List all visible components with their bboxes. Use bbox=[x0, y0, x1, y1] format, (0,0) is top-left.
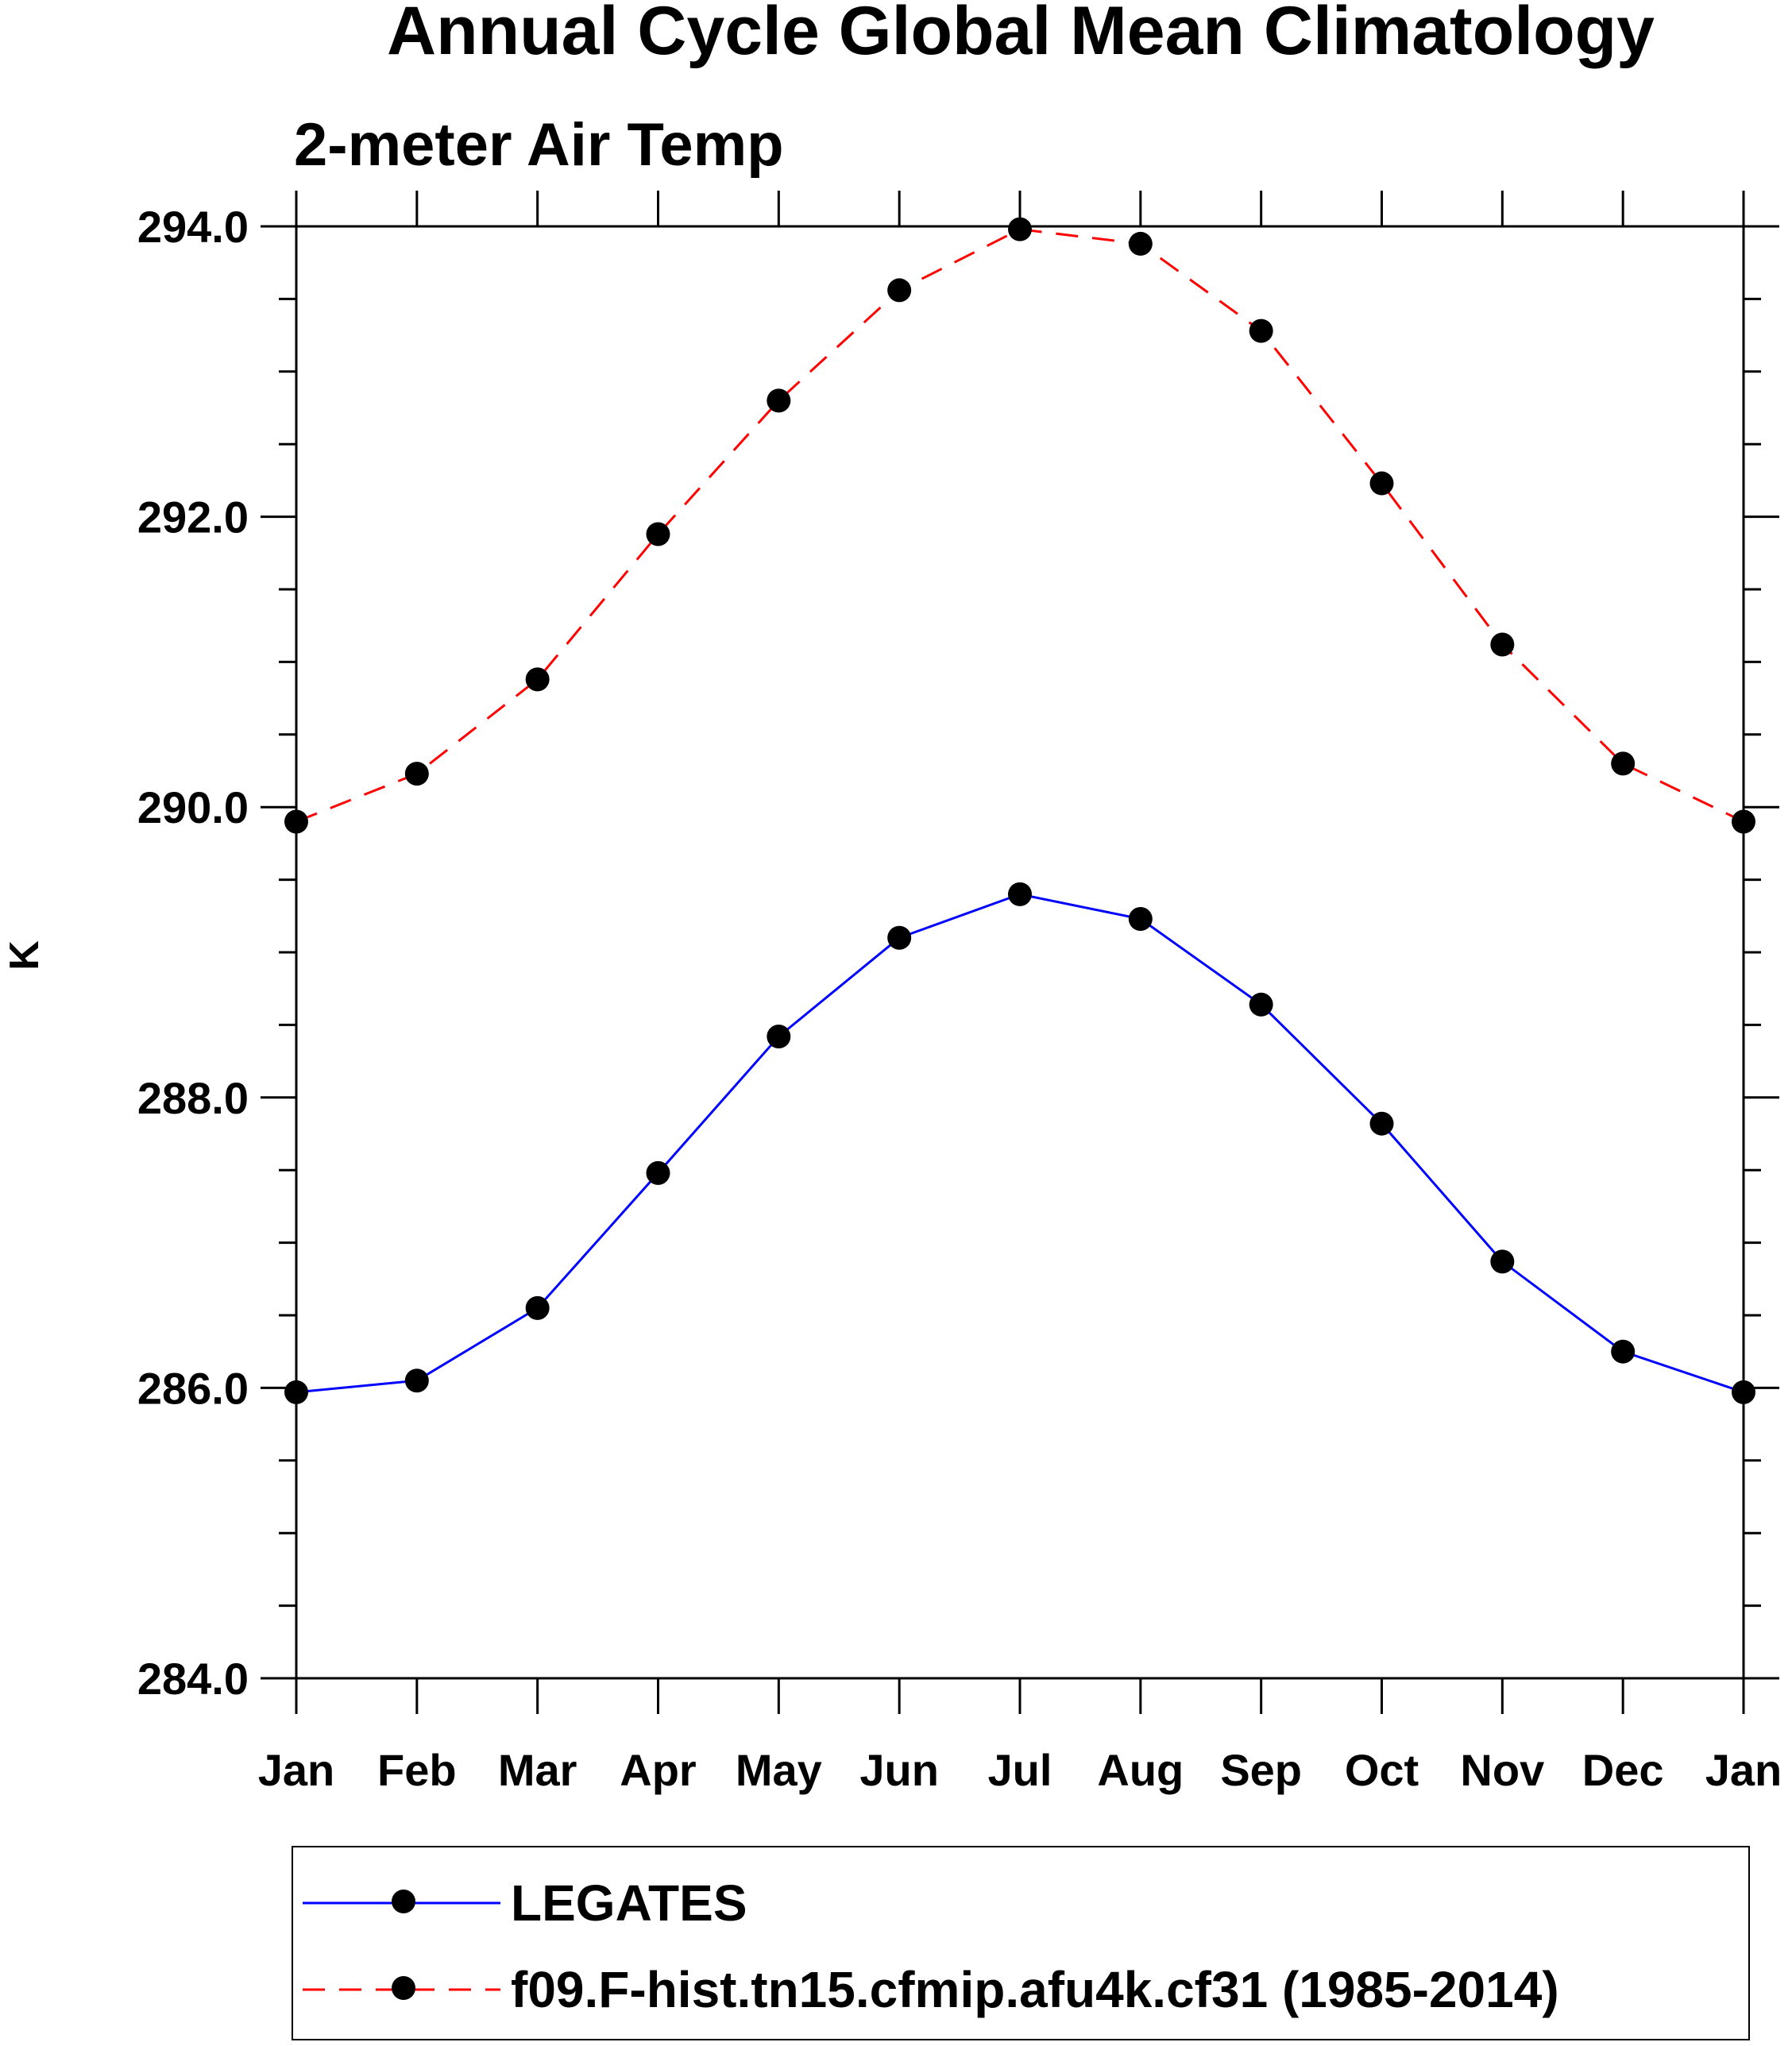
x-tick-label: Aug bbox=[1097, 1745, 1184, 1795]
series-1-point bbox=[646, 522, 670, 546]
series-0-point bbox=[404, 1369, 429, 1393]
chart-subtitle: 2-meter Air Temp bbox=[294, 111, 784, 179]
x-tick-label: Jul bbox=[988, 1745, 1052, 1795]
x-tick-label: Jan bbox=[258, 1745, 335, 1795]
series-1-point bbox=[1369, 471, 1394, 496]
chart-title: Annual Cycle Global Mean Climatology bbox=[387, 0, 1655, 69]
y-tick-label: 286.0 bbox=[137, 1363, 249, 1413]
series-1-point bbox=[1732, 809, 1755, 834]
series-0-point bbox=[1008, 882, 1032, 906]
legend-label-legates: LEGATES bbox=[511, 1874, 747, 1932]
series-0-point bbox=[1128, 906, 1153, 931]
legend-box bbox=[292, 1846, 1750, 2040]
series-1-point bbox=[887, 278, 912, 303]
series-1-point bbox=[1128, 231, 1153, 256]
plot-frame bbox=[295, 225, 1745, 1680]
series-1-point bbox=[1611, 751, 1636, 776]
x-tick-label: May bbox=[736, 1745, 822, 1795]
series-0-point bbox=[887, 925, 912, 950]
y-tick-label: 290.0 bbox=[137, 782, 249, 832]
y-tick-label: 288.0 bbox=[137, 1073, 249, 1123]
series-0-point bbox=[525, 1295, 550, 1320]
series-1-point bbox=[1008, 217, 1032, 241]
series-0-point bbox=[767, 1025, 791, 1049]
series-1-point bbox=[1249, 318, 1273, 343]
x-tick-label: Apr bbox=[620, 1745, 696, 1795]
series-0-point bbox=[1732, 1380, 1755, 1404]
x-tick-label: Feb bbox=[377, 1745, 457, 1795]
x-tick-label: Dec bbox=[1582, 1745, 1664, 1795]
series-layer bbox=[284, 217, 1755, 1404]
legend-label-model: f09.F-hist.tn15.cfmip.afu4k.cf31 (1985-2… bbox=[511, 1961, 1559, 2018]
series-0-point bbox=[1490, 1249, 1515, 1274]
series-1-point bbox=[284, 809, 308, 834]
axes: 284.0 286.0 288.0 290.0 292.0 294.0 Jan Feb Mar A… bbox=[137, 191, 1782, 1795]
series-0-point bbox=[284, 1380, 308, 1404]
legend-marker-legates bbox=[392, 1890, 415, 1913]
series-1-point bbox=[1490, 632, 1515, 657]
series-1-point bbox=[525, 667, 550, 692]
series-0-point bbox=[1611, 1339, 1636, 1364]
series-0-point bbox=[646, 1160, 670, 1185]
y-tick-label: 284.0 bbox=[137, 1654, 249, 1704]
y-tick-label: 292.0 bbox=[137, 492, 249, 542]
y-axis-label: K bbox=[2, 940, 48, 971]
x-tick-label: Jun bbox=[859, 1745, 939, 1795]
series-line-0 bbox=[295, 893, 1744, 1394]
legend: LEGATES f09.F-hist.tn15.cfmip.afu4k.cf31… bbox=[292, 1846, 1750, 2040]
y-tick-label: 294.0 bbox=[137, 202, 249, 252]
series-1-point bbox=[767, 388, 791, 413]
x-tick-label: Mar bbox=[498, 1745, 577, 1795]
x-tick-label: Sep bbox=[1220, 1745, 1302, 1795]
series-1-point bbox=[404, 762, 429, 786]
series-0-point bbox=[1249, 992, 1273, 1017]
series-line-1 bbox=[295, 228, 1744, 823]
x-tick-label: Nov bbox=[1460, 1745, 1544, 1795]
x-tick-label: Jan bbox=[1705, 1745, 1782, 1795]
series-0-point bbox=[1369, 1111, 1394, 1136]
x-tick-label: Oct bbox=[1345, 1745, 1419, 1795]
legend-marker-model bbox=[392, 1976, 415, 2000]
